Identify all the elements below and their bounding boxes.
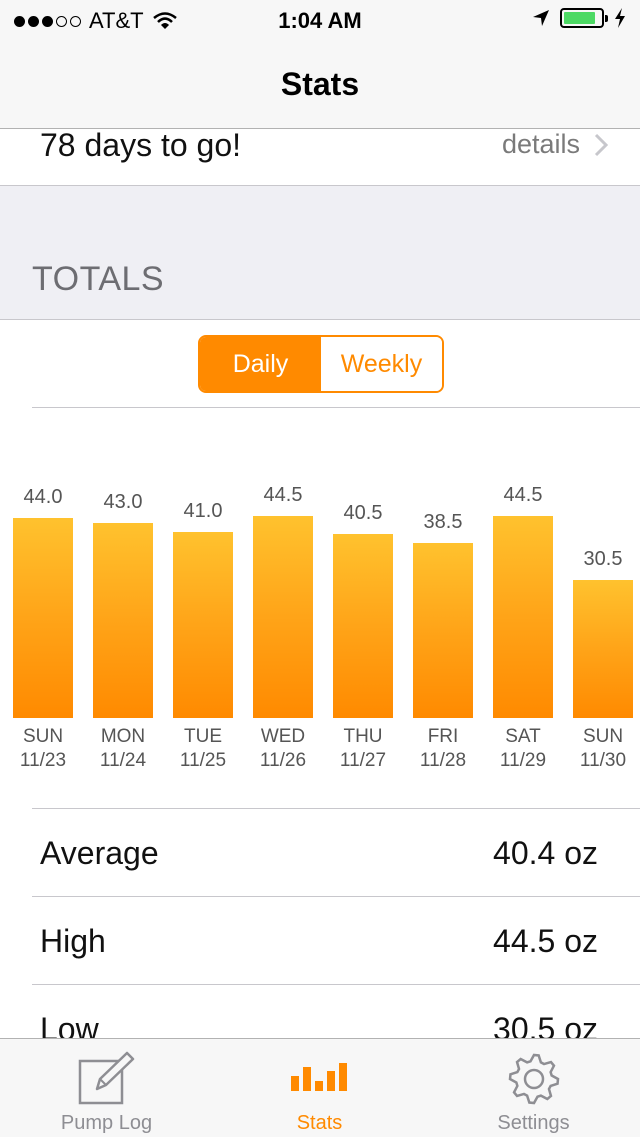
tab-bar: Pump Log Stats Settings — [0, 1038, 640, 1137]
status-time: 1:04 AM — [278, 8, 362, 33]
countdown-text: 78 days to go! — [40, 127, 242, 163]
day-label: TUE — [184, 726, 222, 747]
navigation-bar: Stats — [0, 40, 640, 129]
chart-bar — [253, 516, 313, 718]
divider — [32, 407, 640, 408]
status-bar: AT&T 1:04 AM — [0, 0, 640, 40]
stat-label: Average — [40, 835, 159, 871]
period-segmented-control[interactable]: Daily Weekly — [198, 335, 444, 393]
day-label: SUN — [582, 726, 624, 747]
tab-label: Settings — [497, 1112, 570, 1134]
tab-stats[interactable]: Stats — [213, 1039, 426, 1137]
chart-bar — [13, 518, 73, 718]
pencil-icon — [78, 1051, 134, 1105]
stat-row-high: High 44.5 oz — [0, 897, 640, 985]
segment-daily[interactable]: Daily — [200, 337, 321, 391]
signal-strength-icon — [14, 15, 81, 27]
tab-pump-log[interactable]: Pump Log — [0, 1039, 213, 1137]
section-header: TOTALS — [0, 186, 640, 320]
status-left: AT&T — [14, 8, 178, 34]
bar-value-label: 30.5 — [583, 547, 623, 570]
tab-label: Pump Log — [60, 1112, 153, 1134]
bar-value-label: 44.5 — [503, 484, 543, 506]
day-label: THU — [343, 726, 383, 747]
bar-value-label: 44.0 — [23, 486, 63, 509]
wifi-icon — [152, 12, 177, 29]
chart-bar — [573, 579, 633, 718]
carrier-label: AT&T — [89, 8, 144, 33]
divider — [32, 808, 640, 809]
chart-bar — [413, 543, 473, 718]
gear-icon — [508, 1053, 559, 1105]
daily-totals-chart: 44.0 SUN 11/23 43.0 MON 11/24 41.0 TUE 11/25 44.5… — [0, 408, 640, 808]
signal-dot — [56, 15, 67, 27]
date-label: 11/26 — [259, 750, 307, 771]
day-label: FRI — [427, 726, 459, 747]
bar-value-label: 44.5 — [263, 484, 303, 506]
date-label: 11/25 — [179, 750, 227, 771]
segment-weekly[interactable]: Weekly — [321, 337, 442, 391]
signal-dot — [70, 15, 81, 27]
bar-value-label: 38.5 — [423, 511, 463, 534]
date-label: 11/30 — [579, 750, 627, 771]
date-label: 11/23 — [19, 750, 67, 771]
stat-label: High — [40, 923, 106, 959]
charging-bolt-icon — [615, 8, 625, 28]
details-label: details — [501, 129, 580, 159]
signal-dot — [42, 15, 53, 27]
day-label: MON — [100, 726, 146, 747]
location-arrow-icon — [533, 10, 549, 26]
details-link[interactable]: details — [502, 129, 608, 160]
tab-label: Stats — [296, 1112, 343, 1134]
chevron-right-icon — [594, 133, 608, 156]
day-label: WED — [260, 726, 306, 747]
signal-dot — [14, 15, 25, 27]
battery-icon — [560, 8, 608, 28]
battery-fill — [564, 12, 595, 24]
section-title: TOTALS — [32, 260, 165, 298]
status-right — [532, 8, 626, 28]
bar-value-label: 43.0 — [103, 490, 143, 513]
date-label: 11/29 — [499, 750, 547, 771]
bar-chart-icon — [290, 1063, 347, 1091]
bar-value-label: 41.0 — [183, 499, 223, 522]
stat-row-average: Average 40.4 oz — [0, 809, 640, 897]
stat-value: 40.4 oz — [493, 835, 598, 871]
divider — [32, 984, 640, 985]
countdown-row[interactable]: 78 days to go! details — [0, 127, 640, 186]
bar-value-label: 40.5 — [343, 502, 383, 525]
stat-value: 44.5 oz — [493, 923, 598, 959]
date-label: 11/28 — [419, 750, 467, 771]
chart-bar — [93, 522, 153, 718]
chart-bar — [173, 531, 233, 718]
day-label: SAT — [505, 726, 541, 747]
page-title: Stats — [280, 66, 360, 102]
signal-dot — [28, 15, 39, 27]
date-label: 11/27 — [339, 750, 387, 771]
chart-bar — [333, 534, 393, 718]
chart-bar — [493, 516, 553, 718]
day-label: SUN — [22, 726, 64, 747]
date-label: 11/24 — [99, 750, 147, 771]
tab-settings[interactable]: Settings — [427, 1039, 640, 1137]
divider — [32, 896, 640, 897]
